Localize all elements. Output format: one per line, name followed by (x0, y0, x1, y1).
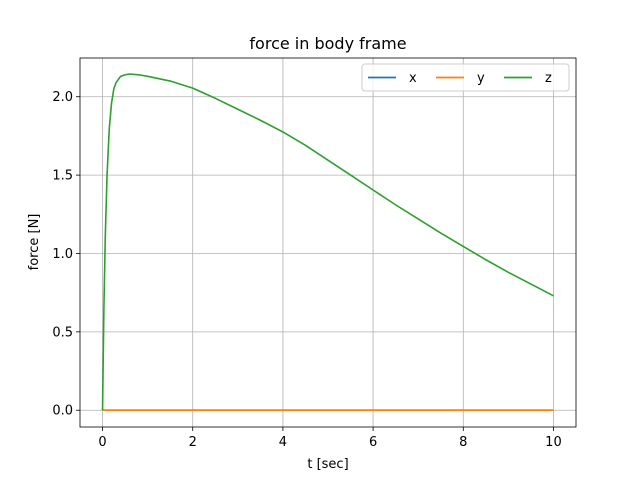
y-tick-label: 0.0 (52, 404, 73, 419)
x-tick-label: 4 (279, 435, 287, 450)
x-axis-label: t [sec] (307, 457, 348, 472)
y-tick-label: 1.5 (52, 169, 73, 184)
x-axis-ticks: 0 2 4 6 8 10 (98, 427, 562, 450)
legend-label-z: z (545, 71, 552, 86)
y-axis-ticks: 0.0 0.5 1.0 1.5 2.0 (52, 90, 80, 419)
series-line-z (101, 73, 554, 411)
x-tick-label: 10 (545, 435, 562, 450)
axes-frame (79, 57, 577, 428)
legend-label-x: x (409, 71, 417, 86)
x-tick-label: 0 (98, 435, 106, 450)
y-tick-label: 1.0 (52, 247, 73, 262)
legend: x y z (361, 63, 570, 92)
x-tick-label: 8 (459, 435, 467, 450)
chart-title: force in body frame (249, 34, 406, 53)
plot-area (101, 73, 554, 412)
x-tick-label: 2 (189, 435, 197, 450)
grid (80, 58, 576, 427)
y-axis-label: force [N] (27, 214, 42, 271)
legend-box (361, 63, 570, 92)
y-tick-label: 2.0 (52, 90, 73, 105)
legend-label-y: y (477, 71, 485, 86)
y-tick-label: 0.5 (52, 325, 73, 340)
x-tick-label: 6 (369, 435, 377, 450)
